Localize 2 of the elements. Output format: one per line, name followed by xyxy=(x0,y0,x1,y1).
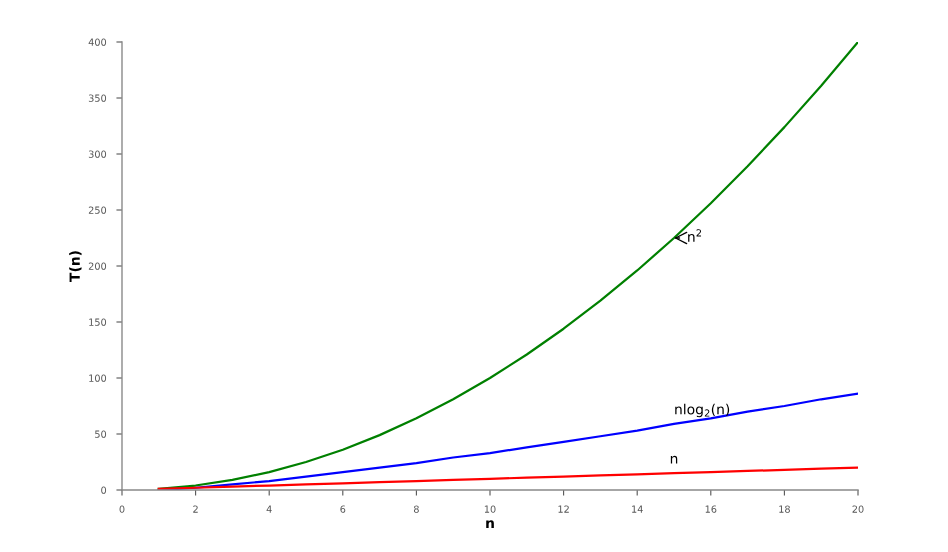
line-series xyxy=(157,466,858,490)
line-series xyxy=(157,42,858,490)
